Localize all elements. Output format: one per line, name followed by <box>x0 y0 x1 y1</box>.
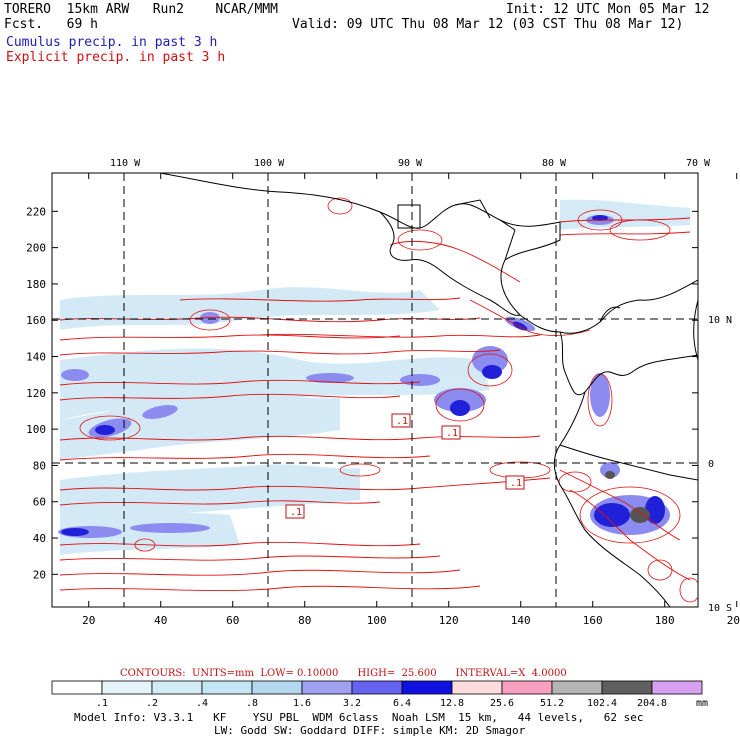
model-title: TORERO 15km ARW Run2 NCAR/MMM <box>4 2 278 17</box>
x-tick-label: 20 <box>82 614 95 627</box>
colorbar-label: 204.8 <box>637 698 667 709</box>
x-tick-label: 200 <box>727 614 740 627</box>
precip-field <box>58 173 698 607</box>
lon-label-100w: 100 W <box>254 158 285 169</box>
y-tick-label: 100 <box>26 423 46 436</box>
physics-info: LW: Godd SW: Goddard DIFF: simple KM: 2D… <box>214 724 526 737</box>
colorbar-swatch <box>651 680 703 695</box>
colorbar-label: .2 <box>146 698 158 709</box>
colorbar-swatch <box>301 680 353 695</box>
lat-label-10s: 10 S <box>708 603 732 614</box>
x-tick-label: 140 <box>511 614 531 627</box>
explicit-legend: Explicit precip. in past 3 h <box>6 50 226 65</box>
colorbar-label: 12.8 <box>440 698 464 709</box>
cumulus-legend: Cumulus precip. in past 3 h <box>6 35 218 50</box>
contour-label: .1 <box>446 428 458 439</box>
colorbar-label: .8 <box>246 698 258 709</box>
colorbar-units: mm <box>696 698 708 709</box>
axis-ticks <box>52 173 738 607</box>
colorbar-swatch <box>101 680 153 695</box>
lon-label-110w: 110 W <box>110 158 141 169</box>
model-info: Model Info: V3.3.1 KF YSU PBL WDM 6class… <box>74 711 644 724</box>
colorbar-swatch <box>401 680 453 695</box>
lat-label-10n: 10 N <box>708 315 732 326</box>
colorbar <box>51 680 703 695</box>
colorbar-swatch <box>51 680 103 695</box>
y-tick-label: 140 <box>26 351 46 364</box>
contours-info: CONTOURS: UNITS=mm LOW= 0.10000 HIGH= 25… <box>120 668 567 679</box>
y-tick-label: 120 <box>26 387 46 400</box>
y-tick-label: 200 <box>26 242 46 255</box>
colorbar-label: 6.4 <box>393 698 411 709</box>
x-tick-label: 160 <box>583 614 603 627</box>
colorbar-label: 102.4 <box>587 698 617 709</box>
colorbar-label: 51.2 <box>540 698 564 709</box>
x-tick-label: 40 <box>154 614 167 627</box>
colorbar-swatch <box>351 680 403 695</box>
x-tick-label: 100 <box>367 614 387 627</box>
map-frame <box>51 172 699 608</box>
colorbar-swatch <box>201 680 253 695</box>
x-tick-label: 180 <box>655 614 675 627</box>
y-tick-label: 20 <box>33 568 46 581</box>
colorbar-label: 25.6 <box>490 698 514 709</box>
lon-label-90w: 90 W <box>398 158 423 169</box>
contour-label: .1 <box>290 507 302 518</box>
colorbar-swatch <box>251 680 303 695</box>
y-tick-label: 180 <box>26 278 46 291</box>
colorbar-swatch <box>151 680 203 695</box>
y-tick-label: 220 <box>26 205 46 218</box>
x-tick-label: 80 <box>298 614 311 627</box>
lat-label-0: 0 <box>708 459 714 470</box>
contour-label: .1 <box>396 416 408 427</box>
contour-label: .1 <box>510 478 522 489</box>
init-time: Init: 12 UTC Mon 05 Mar 12 <box>506 2 710 17</box>
colorbar-swatch <box>551 680 603 695</box>
valid-time: Valid: 09 UTC Thu 08 Mar 12 (03 CST Thu … <box>292 17 684 32</box>
y-tick-label: 60 <box>33 496 46 509</box>
y-tick-label: 80 <box>33 459 46 472</box>
colorbar-label: 1.6 <box>293 698 311 709</box>
colorbar-swatch <box>501 680 553 695</box>
x-tick-label: 120 <box>439 614 459 627</box>
colorbar-label: .4 <box>196 698 208 709</box>
x-tick-label: 60 <box>226 614 239 627</box>
forecast-hour: Fcst. 69 h <box>4 17 98 32</box>
colorbar-swatch <box>451 680 503 695</box>
y-tick-label: 40 <box>33 532 46 545</box>
lon-label-80w: 80 W <box>542 158 567 169</box>
colorbar-label: .1 <box>96 698 108 709</box>
colorbar-swatch <box>601 680 653 695</box>
lat-lon-grid <box>52 173 698 607</box>
lon-label-70w: 70 W <box>686 158 711 169</box>
y-tick-label: 160 <box>26 314 46 327</box>
colorbar-label: 3.2 <box>343 698 361 709</box>
